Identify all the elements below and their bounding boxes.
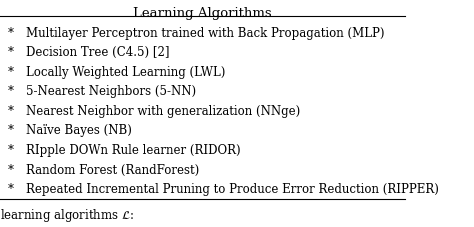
Text: Naïve Bayes (NB): Naïve Bayes (NB): [26, 124, 132, 138]
Text: *: *: [8, 183, 14, 196]
Text: *: *: [8, 124, 14, 138]
Text: Multilayer Perceptron trained with Back Propagation (MLP): Multilayer Perceptron trained with Back …: [26, 27, 385, 40]
Text: *: *: [8, 66, 14, 79]
Text: Decision Tree (C4.5) [2]: Decision Tree (C4.5) [2]: [26, 46, 170, 59]
Text: Locally Weighted Learning (LWL): Locally Weighted Learning (LWL): [26, 66, 226, 79]
Text: Learning Algorithms: Learning Algorithms: [133, 7, 272, 20]
Text: 5-Nearest Neighbors (5-NN): 5-Nearest Neighbors (5-NN): [26, 85, 196, 98]
Text: RIpple DOWn Rule learner (RIDOR): RIpple DOWn Rule learner (RIDOR): [26, 144, 241, 157]
Text: Nearest Neighbor with generalization (NNge): Nearest Neighbor with generalization (NN…: [26, 105, 301, 118]
Text: *: *: [8, 164, 14, 177]
Text: *: *: [8, 46, 14, 59]
Text: learning algorithms $\mathcal{L}$:: learning algorithms $\mathcal{L}$:: [0, 207, 134, 224]
Text: *: *: [8, 144, 14, 157]
Text: Random Forest (RandForest): Random Forest (RandForest): [26, 164, 200, 177]
Text: *: *: [8, 105, 14, 118]
Text: *: *: [8, 85, 14, 98]
Text: Repeated Incremental Pruning to Produce Error Reduction (RIPPER): Repeated Incremental Pruning to Produce …: [26, 183, 439, 196]
Text: *: *: [8, 27, 14, 40]
